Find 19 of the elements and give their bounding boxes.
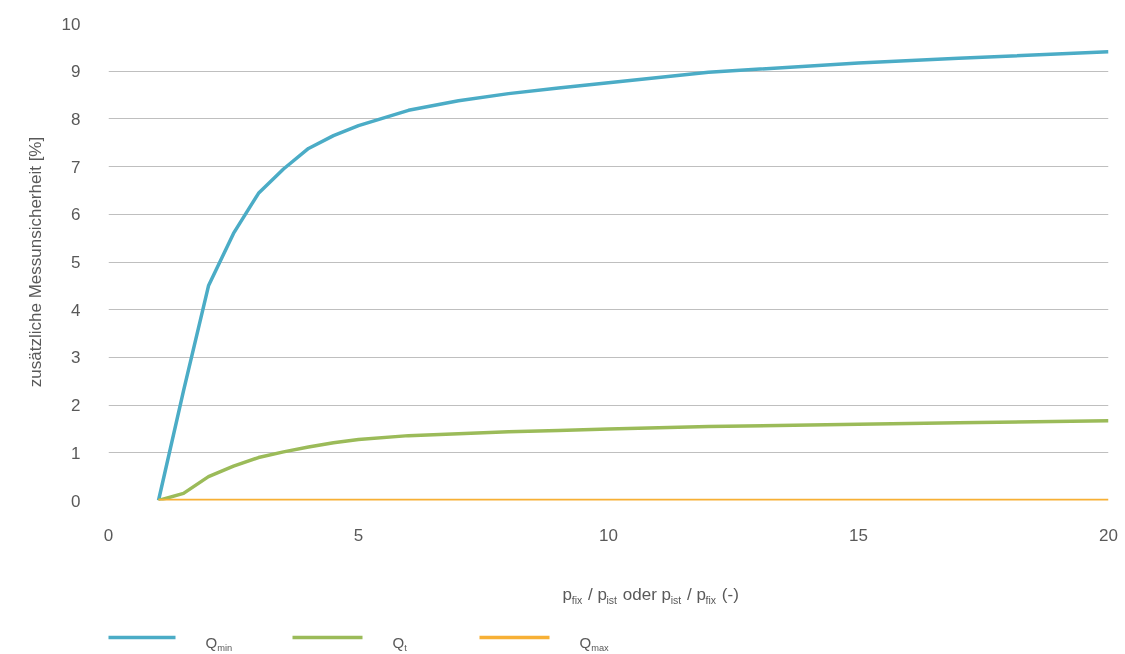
y-tick-label: 1 — [71, 443, 81, 463]
x-tick-label: 5 — [353, 525, 364, 545]
x-tick-label: 0 — [103, 525, 114, 545]
y-tick-label: 9 — [71, 62, 81, 82]
line-series — [156, 419, 1109, 501]
x-tick-label: 20 — [1099, 525, 1118, 545]
line-series — [156, 49, 1109, 501]
y-tick-label: 8 — [71, 109, 81, 129]
x-tick-label: 15 — [849, 525, 868, 545]
y-tick-label: 6 — [71, 205, 81, 225]
y-tick-label: 7 — [71, 157, 81, 177]
y-axis-title: zusätzliche Messunsicherheit [%] — [25, 136, 45, 388]
y-tick-label: 5 — [71, 253, 81, 272]
y-tick-label: 2 — [71, 396, 81, 416]
y-tick-label: 4 — [71, 300, 81, 320]
y-tick-label: 10 — [61, 14, 81, 34]
y-tick-label: 0 — [71, 491, 81, 511]
x-tick-label: 10 — [599, 525, 618, 545]
y-tick-label: 3 — [71, 348, 81, 368]
